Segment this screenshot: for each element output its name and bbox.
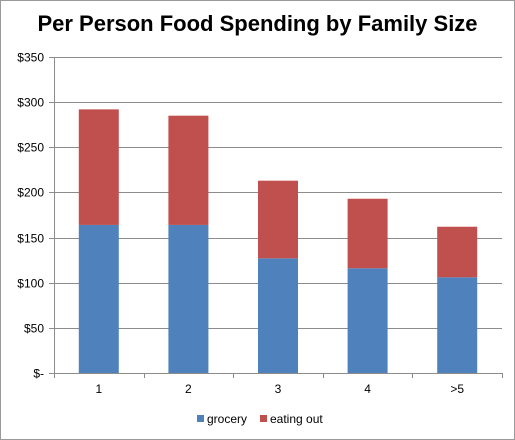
chart-title: Per Person Food Spending by Family Size	[37, 11, 478, 36]
x-tick-label: 1	[95, 382, 102, 396]
bar-grocery-1	[168, 224, 209, 373]
bar-grocery-2	[258, 258, 298, 373]
axes: $- $50 $100 $150 $200 $250 $300 $350 1 2 3 4 >5	[17, 51, 503, 396]
bar-eating-out-3	[347, 198, 388, 269]
legend-label: grocery	[207, 412, 247, 426]
bar-grocery-4	[437, 277, 478, 373]
bar-eating-out-4	[437, 226, 478, 278]
y-tick-label: $-	[33, 367, 44, 381]
x-tick-label: 4	[364, 382, 371, 396]
legend-label: eating out	[270, 412, 323, 426]
bars	[78, 109, 478, 373]
bar-eating-out-0	[78, 109, 119, 225]
x-tick-label: 3	[275, 382, 282, 396]
y-tick-label: $200	[17, 186, 44, 200]
y-tick-label: $350	[17, 51, 44, 65]
bar-eating-out-2	[258, 180, 298, 259]
bar-grocery-3	[347, 268, 388, 373]
y-tick-label: $250	[17, 141, 44, 155]
legend: grocery eating out	[197, 412, 323, 426]
x-tick-label: 2	[185, 382, 192, 396]
x-tick-label: >5	[450, 382, 464, 396]
legend-swatch	[197, 415, 204, 422]
bar-eating-out-1	[168, 115, 209, 225]
y-tick-label: $150	[17, 232, 44, 246]
bar-grocery-0	[78, 224, 119, 373]
legend-swatch	[260, 415, 267, 422]
y-tick-label: $100	[17, 277, 44, 291]
y-tick-label: $300	[17, 96, 44, 110]
y-tick-label: $50	[24, 322, 44, 336]
